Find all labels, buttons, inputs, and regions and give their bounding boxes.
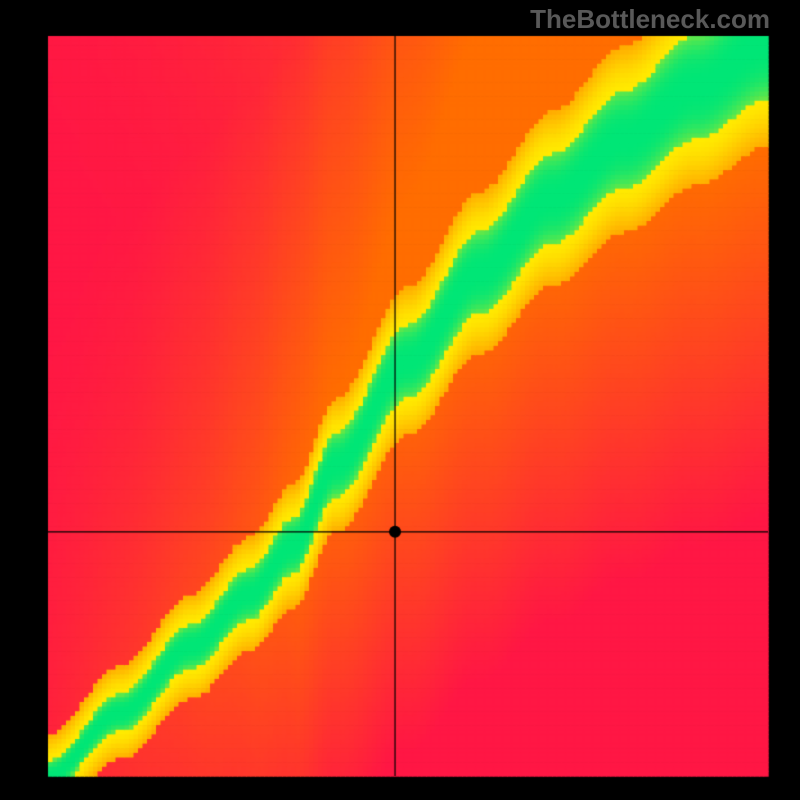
watermark-text: TheBottleneck.com	[530, 4, 770, 35]
bottleneck-heatmap	[0, 0, 800, 800]
chart-container: TheBottleneck.com	[0, 0, 800, 800]
